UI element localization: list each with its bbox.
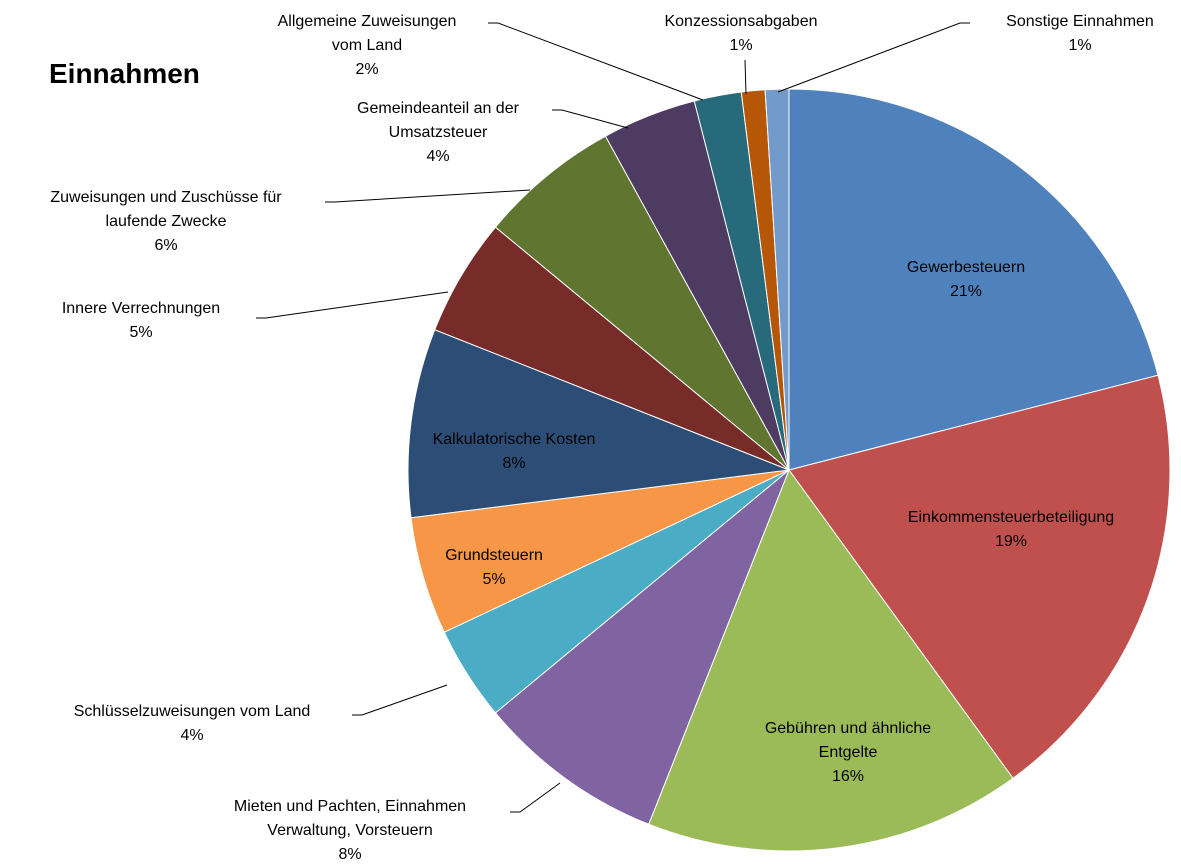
category-label: Konzessionsabgaben: [664, 13, 818, 30]
pie-slice: [407, 329, 790, 519]
category-label: Sonstige Einnahmen: [1006, 13, 1154, 30]
value-label: 5%: [129, 324, 153, 341]
value-label: 21%: [949, 283, 983, 300]
category-label: Einkommensteuerbeteiligung: [907, 509, 1115, 526]
leader-line: [777, 22, 970, 93]
value-label: 8%: [502, 455, 526, 472]
slice-label: Einkommensteuerbeteiligung 19%: [861, 506, 1161, 554]
value-label: 19%: [994, 533, 1028, 550]
slice-label: Gemeindeanteil an der Umsatzsteuer 4%: [338, 97, 538, 169]
category-label: Gewerbesteuern: [906, 259, 1026, 276]
value-label: 4%: [180, 727, 204, 744]
value-label: 5%: [482, 571, 506, 588]
slice-label: Gewerbesteuern 21%: [866, 256, 1066, 304]
leader-line: [488, 22, 704, 101]
pie-slice: [648, 468, 1014, 852]
slice-label: Sonstige Einnahmen 1%: [970, 10, 1181, 58]
category-label: Innere Verrechnungen: [61, 300, 221, 317]
category-label: Schlüsselzuweisungen vom Land: [73, 703, 311, 720]
chart-title: Einnahmen: [49, 58, 200, 89]
leader-line: [352, 684, 448, 716]
slice-label: Grundsteuern 5%: [419, 544, 569, 592]
value-label: 8%: [338, 846, 362, 863]
leader-line: [256, 291, 449, 319]
pie-slice: [494, 135, 790, 471]
category-label: Mieten und Pachten, Einnahmen Verwaltung…: [233, 798, 467, 839]
leader-line: [744, 59, 747, 95]
slice-label: Schlüsselzuweisungen vom Land 4%: [27, 700, 357, 748]
slice-label: Gebühren und ähnliche Entgelte 16%: [738, 717, 958, 789]
slice-label: Allgemeine Zuweisungen vom Land 2%: [267, 10, 467, 82]
category-label: Gebühren und ähnliche Entgelte: [764, 720, 932, 761]
slice-label: Zuweisungen und Zuschüsse für laufende Z…: [41, 186, 291, 258]
value-label: 2%: [355, 61, 379, 78]
slice-label: Konzessionsabgaben 1%: [641, 10, 841, 58]
leader-line: [510, 782, 561, 813]
leader-line: [325, 189, 531, 203]
value-label: 6%: [154, 237, 178, 254]
category-label: Gemeindeanteil an der Umsatzsteuer: [357, 100, 519, 141]
pie-slice: [788, 374, 1171, 779]
pie-slice: [788, 88, 1159, 471]
category-label: Allgemeine Zuweisungen vom Land: [277, 13, 457, 54]
value-label: 1%: [1068, 37, 1092, 54]
leader-line: [552, 109, 629, 129]
pie-slice: [494, 469, 790, 825]
pie-slice: [764, 88, 790, 471]
value-label: 1%: [729, 37, 753, 54]
value-label: 16%: [831, 768, 865, 785]
slice-label: Innere Verrechnungen 5%: [16, 297, 266, 345]
slice-label: Kalkulatorische Kosten 8%: [389, 428, 639, 476]
category-label: Zuweisungen und Zuschüsse für laufende Z…: [50, 189, 282, 230]
value-label: 4%: [426, 148, 450, 165]
category-label: Kalkulatorische Kosten: [432, 431, 596, 448]
category-label: Grundsteuern: [445, 547, 543, 564]
slice-label: Mieten und Pachten, Einnahmen Verwaltung…: [225, 795, 475, 865]
